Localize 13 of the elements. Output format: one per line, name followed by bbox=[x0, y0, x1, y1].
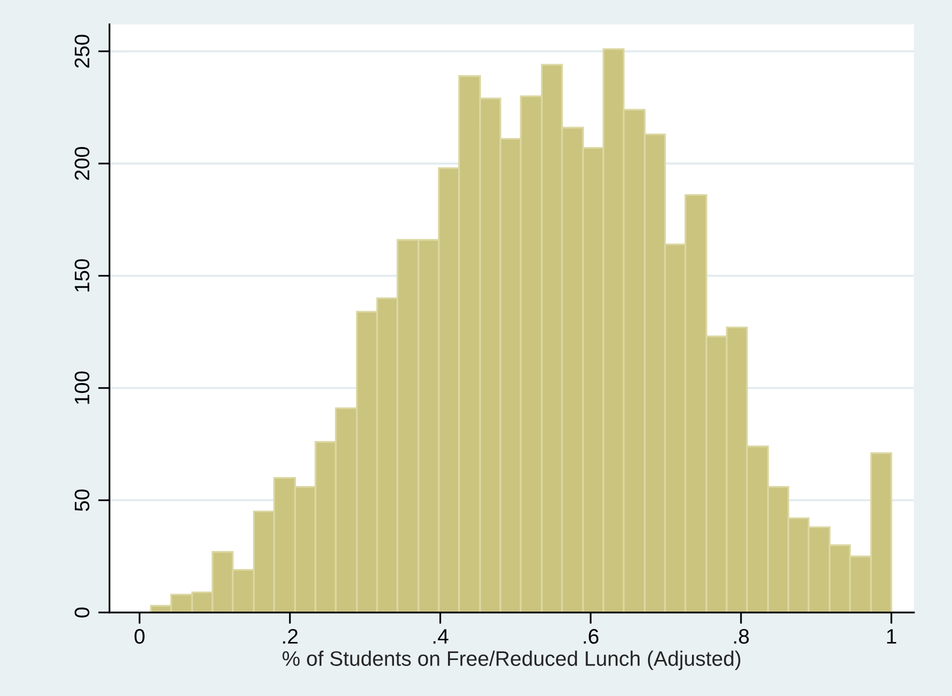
x-tick-label: 0 bbox=[134, 629, 145, 644]
y-tick-label: 0 bbox=[74, 608, 90, 618]
y-tick-label: 50 bbox=[74, 489, 90, 511]
y-tick-label: 100 bbox=[74, 371, 90, 404]
y-tick-label: 200 bbox=[74, 146, 90, 180]
x-tick-label: .8 bbox=[734, 629, 749, 644]
x-tick-label: .6 bbox=[584, 629, 598, 644]
x-tick-label: .4 bbox=[433, 629, 448, 644]
y-tick-label: 250 bbox=[74, 34, 90, 68]
x-axis-title: % of Students on Free/Reduced Lunch (Adjusted) bbox=[282, 650, 740, 670]
x-tick-label: 1 bbox=[887, 629, 896, 644]
y-tick-label: 150 bbox=[74, 259, 90, 292]
x-tick-label: .2 bbox=[283, 629, 298, 644]
